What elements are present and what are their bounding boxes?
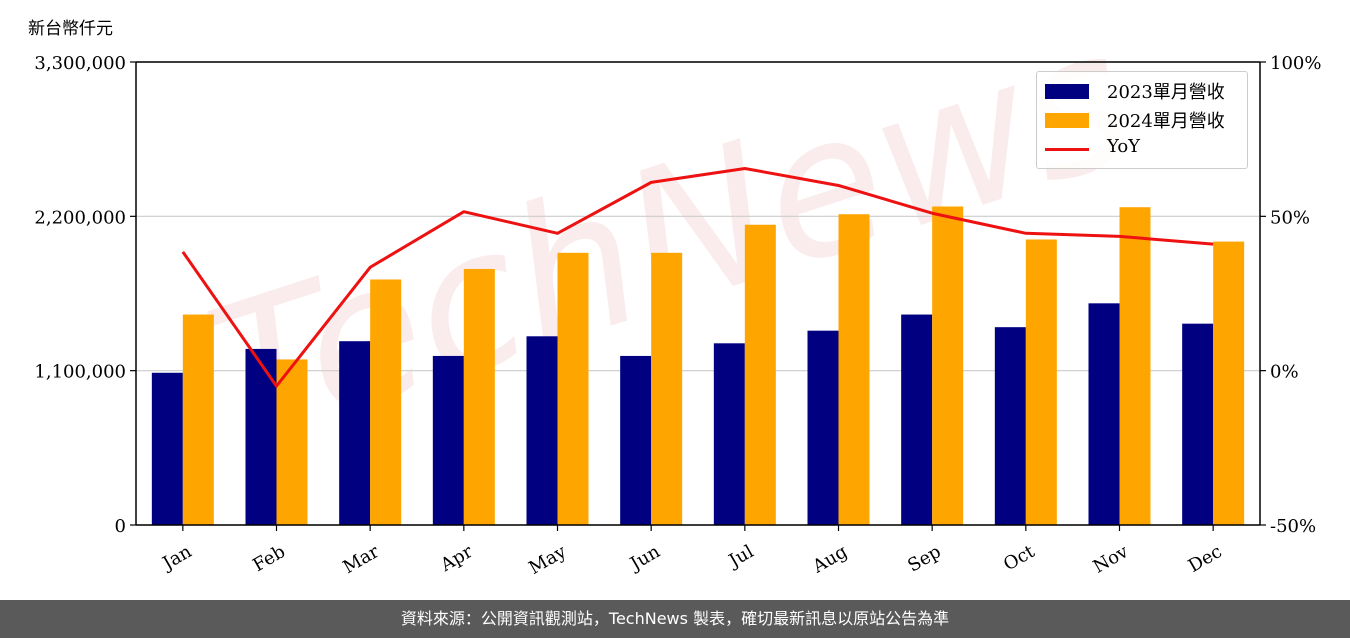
bar-2024 [1025,239,1057,525]
bar-2023 [713,343,745,525]
bar-2024 [463,268,495,525]
legend-swatch-2023 [1045,84,1089,99]
bar-2024 [370,279,402,525]
bar-2023 [901,314,933,525]
legend-label-yoy: YoY [1107,136,1141,157]
footer-source-note: 資料來源：公開資訊觀測站，TechNews 製表，確切最新訊息以原站公告為準 [0,600,1350,638]
right-tick-label: 100% [1270,53,1321,74]
left-tick-label: 2,200,000 [34,207,126,228]
bar-2023 [994,327,1026,525]
left-tick-label: 1,100,000 [34,362,126,383]
bar-2023 [807,330,839,525]
bar-2023 [620,355,652,525]
bar-2024 [838,214,870,525]
x-tick-label: Mar [339,541,383,578]
x-tick-label: Jun [625,541,664,576]
bar-2023 [526,336,558,525]
bar-2023 [1182,323,1214,525]
bar-2024 [744,224,776,525]
legend: 2023單月營收 2024單月營收 YoY [1036,71,1248,169]
bar-2024 [557,252,589,525]
x-tick-label: Sep [904,541,944,576]
legend-swatch-2024 [1045,113,1089,128]
x-tick-label: Feb [249,541,289,576]
yoy-series-line [181,166,1214,388]
x-tick-label: Apr [436,541,476,576]
y-axis-title: 新台幣仟元 [28,19,113,39]
x-tick-label: Nov [1090,541,1133,578]
x-tick-label: Dec [1185,541,1226,577]
bar-2023 [245,348,277,525]
bar-2024 [932,206,964,525]
left-tick-label: 0 [115,516,126,537]
yoy-line [181,166,1214,388]
right-tick-label: 50% [1270,207,1310,228]
bars [151,206,1245,526]
bar-2023 [339,341,371,525]
left-tick-label: 3,300,000 [34,53,126,74]
x-tick-label: Oct [1000,541,1039,576]
right-tick-label: -50% [1270,516,1316,537]
bar-2023 [1088,303,1120,525]
chart: TechNews 01,100,0002,200,0003,300,000-50… [34,0,1321,579]
bar-2024 [651,252,683,525]
bar-2024 [1119,207,1151,526]
x-tick-label: Jan [158,541,196,575]
right-tick-label: 0% [1270,362,1299,383]
legend-label-2023: 2023單月營收 [1107,82,1225,103]
x-tick-label: May [525,541,570,579]
legend-swatch-yoy [1045,148,1089,151]
legend-label-2024: 2024單月營收 [1107,111,1225,132]
bar-2023 [432,355,464,525]
x-tick-label: Jul [724,541,758,573]
bar-2023 [151,372,183,525]
bar-2024 [182,314,214,525]
x-tick-label: Aug [808,541,851,578]
axes [135,61,1261,526]
bar-2024 [1213,241,1245,525]
bar-2024 [276,359,308,525]
